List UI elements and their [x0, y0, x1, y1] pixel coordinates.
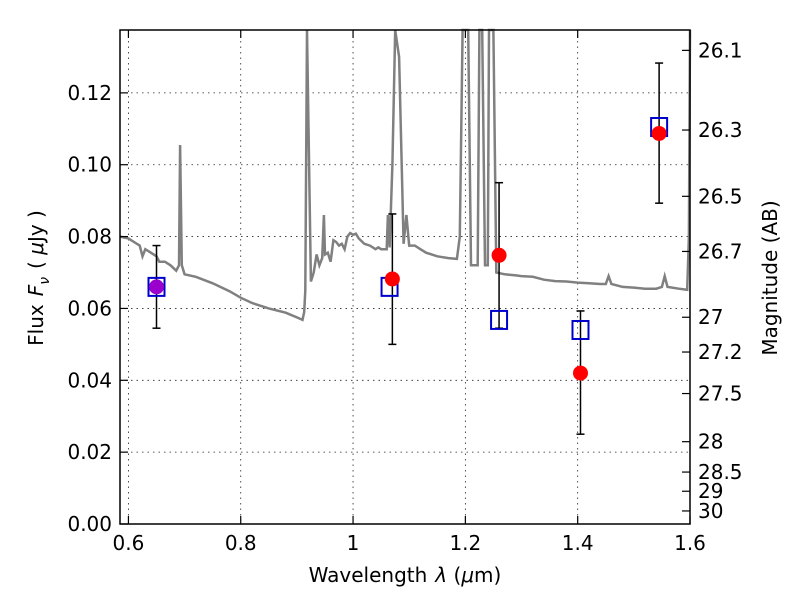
mag-tick-label: 26.1 — [698, 38, 743, 62]
observed-point — [384, 271, 400, 287]
mag-tick-label: 28 — [698, 430, 723, 454]
error-bars — [152, 62, 664, 435]
y-tick-label: 0.00 — [67, 512, 112, 536]
model-square — [571, 319, 590, 340]
mag-tick-label: 27.5 — [698, 382, 743, 406]
mag-tick-label: 28.5 — [698, 460, 743, 484]
grid — [120, 30, 690, 524]
observed-point — [572, 365, 588, 381]
spectrum-layer — [119, 28, 692, 322]
x-axis-label: Wavelength λ (μm) — [309, 563, 502, 587]
observed-point — [651, 125, 667, 141]
mag-tick-label: 26.7 — [698, 239, 743, 263]
spectrum-line — [119, 28, 692, 322]
y-tick-label: 0.08 — [67, 225, 112, 249]
observed-point — [149, 279, 165, 295]
observed-flux-points — [149, 125, 667, 381]
y-axis-label: FluxFν( μJy ) — [24, 210, 53, 346]
mag-tick-label: 27.2 — [698, 340, 743, 364]
y2-axis-label: Magnitude (AB) — [758, 200, 782, 355]
mag-tick-label: 29 — [698, 479, 723, 503]
model-square — [490, 309, 509, 330]
observed-point — [491, 247, 507, 263]
plot-frame — [119, 29, 691, 525]
y-tick-label: 0.10 — [67, 153, 112, 177]
y-tick-label: 0.04 — [67, 368, 112, 392]
model-square — [147, 276, 166, 297]
mag-tick-label: 26.5 — [698, 184, 743, 208]
x-tick-label: 1.4 — [562, 531, 594, 555]
y-tick-label: 0.06 — [67, 296, 112, 320]
mag-tick-label: 26.3 — [698, 118, 743, 142]
x-tick-label: 0.6 — [113, 531, 145, 555]
x-tick-label: 1 — [347, 531, 360, 555]
x-tick-label: 1.2 — [449, 531, 481, 555]
y-tick-label: 0.02 — [67, 440, 112, 464]
y-tick-label: 0.12 — [67, 81, 112, 105]
axis-ticks: 0.6 0.8 1 1.2 1.4 1.6 0.00 0.02 0.04 0.06 0.08 0.10… — [67, 30, 743, 555]
x-tick-label: 0.8 — [225, 531, 257, 555]
mag-tick-label: 27 — [698, 305, 723, 329]
mag-tick-label: 30 — [698, 499, 723, 523]
x-tick-label: 1.6 — [674, 531, 706, 555]
